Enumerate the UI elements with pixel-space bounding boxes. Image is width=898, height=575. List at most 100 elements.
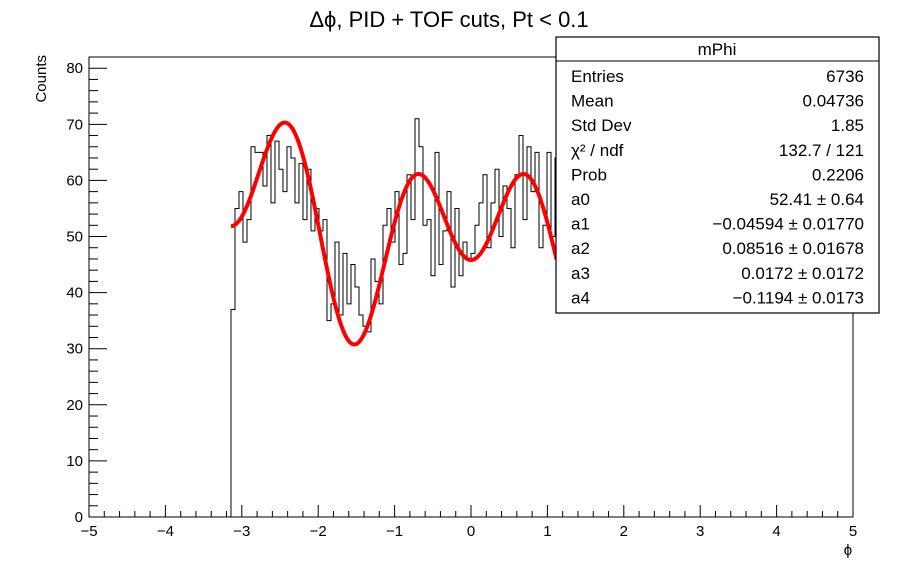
- histogram-bin: [535, 152, 539, 517]
- histogram-bin: [403, 253, 407, 517]
- histogram-bin: [391, 242, 395, 517]
- histogram-bin: [443, 231, 447, 517]
- stats-row-label: a2: [571, 239, 590, 258]
- histogram-bin: [511, 248, 515, 517]
- y-tick-label: 20: [66, 397, 83, 414]
- stats-row-value: −0.1194 ± 0.0173: [733, 288, 864, 307]
- stats-row-value: 1.85: [831, 116, 864, 135]
- histogram-bin: [483, 175, 487, 517]
- histogram-bin: [335, 242, 339, 517]
- histogram-bin: [255, 152, 259, 517]
- histogram-bin: [239, 192, 243, 517]
- histogram-bin: [279, 169, 283, 517]
- histogram-bin: [375, 281, 379, 517]
- y-tick-label: 30: [66, 341, 83, 358]
- stats-row-label: Std Dev: [571, 116, 632, 135]
- histogram-bin: [543, 225, 547, 517]
- histogram-bin: [539, 248, 543, 517]
- stats-row-label: a4: [571, 288, 590, 307]
- histogram-bin: [367, 332, 371, 517]
- histogram-bin: [351, 265, 355, 517]
- stats-row-label: a0: [571, 190, 590, 209]
- stats-row-value: 6736: [826, 67, 864, 86]
- histogram-bin: [379, 304, 383, 517]
- histogram-bin: [271, 203, 275, 517]
- x-tick-label: −4: [157, 523, 174, 540]
- x-axis: −5 −4 −3 −2 −1 0 1 2 3 4 5: [80, 505, 857, 540]
- histogram-bin: [531, 192, 535, 517]
- histogram-bin: [487, 248, 491, 517]
- x-tick-label: 3: [696, 523, 704, 540]
- chart-title: Δϕ, PID + TOF cuts, Pt < 0.1: [309, 7, 588, 32]
- stats-row-value: 0.0172 ± 0.0172: [741, 264, 864, 283]
- stats-row-value: 52.41 ± 0.64: [770, 190, 864, 209]
- histogram-bin: [399, 265, 403, 517]
- histogram-bin: [235, 208, 239, 517]
- x-tick-label: 4: [772, 523, 780, 540]
- histogram-bin: [327, 321, 331, 517]
- y-tick-label: 10: [66, 453, 83, 470]
- stats-row-value: 0.08516 ± 0.01678: [722, 239, 864, 258]
- x-tick-label: 0: [467, 523, 475, 540]
- stats-row-label: χ² / ndf: [571, 141, 624, 160]
- stats-row-label: Mean: [571, 92, 614, 111]
- histogram-bin: [491, 203, 495, 517]
- histogram-bin: [343, 253, 347, 517]
- histogram-bin: [259, 152, 263, 517]
- histogram-bin: [427, 220, 431, 517]
- x-tick-label: −2: [310, 523, 327, 540]
- y-tick-label: 70: [66, 116, 83, 133]
- stats-row-label: a1: [571, 215, 590, 234]
- histogram-bin: [307, 169, 311, 517]
- stats-row-value: 0.04736: [803, 92, 864, 111]
- y-tick-label: 0: [75, 509, 83, 526]
- histogram-bin: [251, 147, 255, 517]
- stats-row-value: 132.7 / 121: [779, 141, 864, 160]
- stats-box: mPhi Entries 6736 Mean 0.04736 Std Dev 1.85 χ²…: [555, 36, 880, 314]
- histogram-bin: [463, 242, 467, 517]
- y-axis-label: Counts: [33, 55, 50, 103]
- histogram-bin: [451, 287, 455, 517]
- histogram-bin: [551, 237, 555, 517]
- histogram-bin: [247, 220, 251, 517]
- histogram-bin: [419, 147, 423, 517]
- histogram-bin: [547, 152, 551, 517]
- histogram-bin: [523, 220, 527, 517]
- y-tick-label: 60: [66, 172, 83, 189]
- histogram-bin: [295, 203, 299, 517]
- histogram-bin: [395, 192, 399, 517]
- histogram-bin: [299, 164, 303, 517]
- stats-row-label: Entries: [571, 67, 624, 86]
- histogram-bin: [303, 220, 307, 517]
- histogram-bin: [283, 192, 287, 517]
- y-tick-label: 50: [66, 229, 83, 246]
- histogram-bin: [267, 136, 271, 517]
- histogram-bin: [423, 225, 427, 517]
- histogram-bin: [527, 147, 531, 517]
- histogram-bin: [311, 231, 315, 517]
- histogram-bin: [415, 119, 419, 517]
- histogram-bin: [519, 136, 523, 517]
- histogram-bin: [243, 242, 247, 517]
- fit-curve: [230, 120, 559, 347]
- x-tick-label: 1: [543, 523, 551, 540]
- x-tick-label: −5: [80, 523, 97, 540]
- histogram-bin: [291, 158, 295, 517]
- stats-row-label: Prob: [571, 165, 607, 184]
- histogram-bin: [459, 276, 463, 517]
- y-tick-label: 80: [66, 60, 83, 77]
- histogram-bin: [431, 276, 435, 517]
- histogram-bin: [275, 141, 279, 517]
- stats-row-value: 0.2206: [812, 165, 864, 184]
- histogram-bin: [287, 147, 291, 517]
- x-tick-label: −3: [233, 523, 250, 540]
- histogram-bin: [467, 259, 471, 517]
- histogram-bin: [363, 326, 367, 517]
- histogram-bin: [515, 175, 519, 517]
- histogram-bin: [359, 315, 363, 517]
- histogram-bin: [499, 237, 503, 517]
- histogram-bin: [455, 208, 459, 517]
- histogram-bin: [507, 208, 511, 517]
- stats-box-frame: [555, 36, 880, 314]
- histogram-bin: [263, 186, 267, 517]
